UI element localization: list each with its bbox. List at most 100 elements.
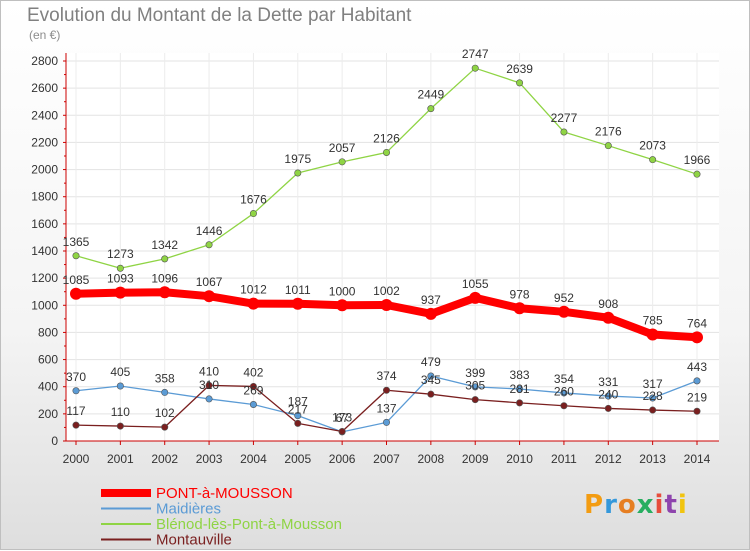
legend-label: Blénod-lès-Pont-à-Mousson — [156, 516, 342, 533]
data-label: 1012 — [240, 283, 267, 297]
data-point — [516, 399, 524, 407]
y-tick-label: 1400 — [31, 244, 58, 258]
data-point — [161, 423, 169, 431]
data-label: 785 — [643, 313, 663, 327]
data-point — [382, 148, 390, 156]
y-tick-label: 2400 — [31, 108, 58, 122]
x-tick-label: 2014 — [684, 452, 711, 466]
data-label: 2747 — [462, 47, 489, 61]
x-tick-label: 2010 — [506, 452, 533, 466]
data-point — [649, 406, 657, 414]
data-point — [560, 128, 568, 136]
data-point — [291, 297, 304, 310]
data-label: 305 — [465, 379, 485, 393]
data-label: 764 — [687, 316, 707, 330]
data-label: 1342 — [151, 238, 178, 252]
x-tick-label: 2003 — [196, 452, 223, 466]
data-label: 1002 — [373, 284, 400, 298]
y-tick-label: 1200 — [31, 271, 58, 285]
data-label: 908 — [598, 297, 618, 311]
data-point — [161, 388, 169, 396]
data-point — [602, 311, 615, 324]
data-label: 67 — [335, 411, 349, 425]
data-point — [693, 407, 701, 415]
data-label: 2639 — [506, 62, 533, 76]
y-unit-label: (en €) — [29, 28, 61, 42]
x-tick-label: 2012 — [595, 452, 622, 466]
legend-label: PONT-à-MOUSSON — [156, 485, 293, 502]
y-tick-label: 400 — [38, 380, 58, 394]
data-point — [560, 389, 568, 397]
data-label: 358 — [155, 371, 175, 385]
data-label: 137 — [376, 401, 396, 415]
data-point — [649, 156, 657, 164]
data-point — [249, 400, 257, 408]
data-point — [604, 392, 612, 400]
y-tick-label: 800 — [38, 325, 58, 339]
data-label: 117 — [66, 404, 85, 418]
logo-letter: i — [677, 490, 688, 520]
data-point — [161, 255, 169, 263]
data-label: 2176 — [595, 125, 622, 139]
data-point — [516, 79, 524, 87]
data-label: 2073 — [639, 139, 666, 153]
data-label: 1096 — [151, 271, 178, 285]
y-tick-label: 2200 — [31, 135, 58, 149]
data-label: 317 — [643, 377, 663, 391]
data-label: 405 — [110, 365, 130, 379]
data-label: 173 — [332, 411, 352, 425]
data-label: 281 — [510, 382, 530, 396]
data-point — [70, 287, 82, 300]
data-label: 102 — [155, 406, 175, 420]
data-point — [294, 169, 302, 177]
data-label: 2449 — [418, 88, 445, 102]
proxiti-logo: Proxiti — [584, 489, 688, 520]
data-point — [158, 286, 171, 299]
data-point — [116, 422, 124, 430]
data-label: 479 — [421, 355, 441, 369]
data-point — [116, 382, 124, 390]
data-label: 374 — [376, 369, 396, 383]
data-label: 1446 — [196, 224, 223, 238]
data-label: 383 — [510, 368, 530, 382]
logo-letter: r — [604, 490, 618, 520]
plot-area — [66, 53, 719, 441]
data-point — [471, 396, 479, 404]
y-tick-label: 2600 — [31, 81, 58, 95]
data-label: 1067 — [196, 275, 223, 289]
data-label: 354 — [554, 372, 574, 386]
data-label: 228 — [643, 389, 663, 403]
data-point — [116, 264, 124, 272]
y-tick-label: 0 — [51, 434, 58, 448]
legend-label: Montauville — [156, 532, 232, 549]
data-point — [427, 105, 435, 113]
data-point — [338, 158, 346, 166]
data-label: 260 — [554, 385, 574, 399]
data-label: 402 — [243, 365, 263, 379]
y-tick-label: 1000 — [31, 298, 58, 312]
data-label: 2126 — [373, 131, 400, 145]
data-label: 269 — [243, 383, 263, 397]
data-label: 410 — [199, 364, 219, 378]
data-point — [427, 372, 435, 380]
x-tick-label: 2001 — [107, 452, 134, 466]
x-tick-label: 2006 — [329, 452, 356, 466]
x-tick-label: 2007 — [373, 452, 400, 466]
data-label: 1365 — [63, 235, 90, 249]
data-point — [513, 302, 526, 315]
data-label: 310 — [199, 378, 219, 392]
data-point — [338, 427, 346, 435]
logo-letter: i — [654, 490, 665, 520]
data-point — [72, 421, 80, 429]
x-tick-label: 2013 — [639, 452, 666, 466]
data-point — [691, 331, 703, 344]
data-point — [114, 286, 127, 299]
y-tick-label: 2000 — [31, 163, 58, 177]
data-label: 331 — [598, 375, 618, 389]
data-point — [471, 64, 479, 72]
data-point — [380, 299, 393, 312]
data-label: 187 — [288, 395, 308, 409]
logo-letter: x — [636, 490, 655, 520]
data-point — [646, 328, 659, 341]
data-label: 1975 — [284, 152, 311, 166]
